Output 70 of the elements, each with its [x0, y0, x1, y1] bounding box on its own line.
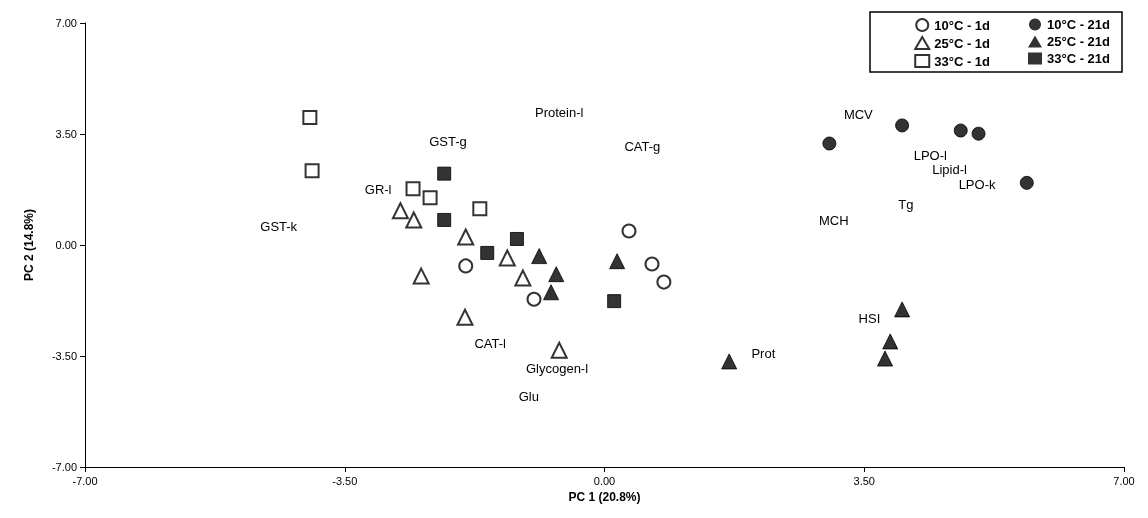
point: [656, 274, 672, 290]
point: [437, 166, 452, 181]
point: [405, 181, 421, 197]
point: [543, 284, 560, 301]
point: [437, 212, 452, 227]
point: [822, 136, 837, 151]
point: [953, 123, 968, 138]
x-tick-label: -7.00: [72, 474, 98, 487]
annotation: GST-g: [429, 134, 467, 150]
annotation: Glycogen-l: [525, 360, 589, 376]
y-tick-label: 7.00: [55, 17, 77, 29]
point: [391, 202, 409, 220]
point: [302, 110, 318, 126]
y-axis-title: PC 2 (14.8%): [22, 208, 36, 282]
point: [509, 231, 524, 246]
annotation: LPO-k: [958, 177, 996, 193]
legend-label: 25°C - 21d: [1047, 34, 1111, 49]
y-tick-label: 3.50: [55, 128, 77, 140]
point: [531, 248, 548, 265]
legend-label: 10°C - 1d: [934, 17, 991, 33]
x-tick-label: -3.50: [332, 474, 358, 487]
point: [472, 201, 488, 217]
annotation: CAT-l: [474, 335, 507, 351]
annotation: Lipid-l: [932, 162, 968, 178]
point: [514, 269, 532, 287]
point: [894, 301, 911, 318]
legend-label: 10°C - 21d: [1047, 17, 1111, 32]
y-tick-label: 0.00: [55, 239, 77, 251]
y-tick-label: -7.00: [51, 461, 77, 473]
annotation: MCV: [843, 107, 874, 123]
y-tick-label: -3.50: [51, 350, 77, 362]
x-tick-label: 7.00: [1113, 474, 1135, 487]
x-tick-label: 0.00: [593, 474, 616, 487]
point: [422, 190, 438, 206]
point: [548, 266, 565, 283]
point: [607, 294, 622, 309]
point: [721, 353, 738, 370]
point: [456, 308, 474, 326]
annotation: Glu: [518, 389, 539, 405]
annotation: Tg: [898, 197, 914, 213]
point: [304, 163, 320, 179]
point: [480, 245, 495, 260]
annotation: MCH: [819, 213, 849, 229]
x-axis-title: PC 1 (20.8%): [568, 489, 641, 504]
point: [621, 223, 637, 239]
annotation: CAT-g: [624, 139, 661, 155]
point: [458, 258, 474, 274]
point: [895, 118, 910, 133]
point: [457, 228, 475, 246]
annotation: Prot: [751, 345, 776, 361]
annotation: LPO-l: [913, 148, 948, 164]
legend-label: 33°C - 1d: [934, 53, 991, 69]
point: [526, 291, 542, 307]
point: [882, 333, 899, 350]
annotation: HSI: [858, 310, 881, 326]
point: [877, 350, 894, 367]
annotation: Protein-l: [535, 104, 584, 120]
legend-label: 25°C - 1d: [934, 35, 991, 51]
point: [405, 211, 423, 229]
annotation: GST-k: [260, 219, 298, 235]
annotation: GR-l: [364, 182, 392, 198]
point: [550, 341, 568, 359]
point: [498, 249, 516, 267]
point: [412, 267, 430, 285]
point: [609, 253, 626, 270]
legend-label: 33°C - 21d: [1047, 51, 1111, 66]
point: [971, 126, 986, 141]
point: [1019, 175, 1034, 190]
point: [644, 256, 660, 272]
x-tick-label: 3.50: [853, 474, 875, 487]
